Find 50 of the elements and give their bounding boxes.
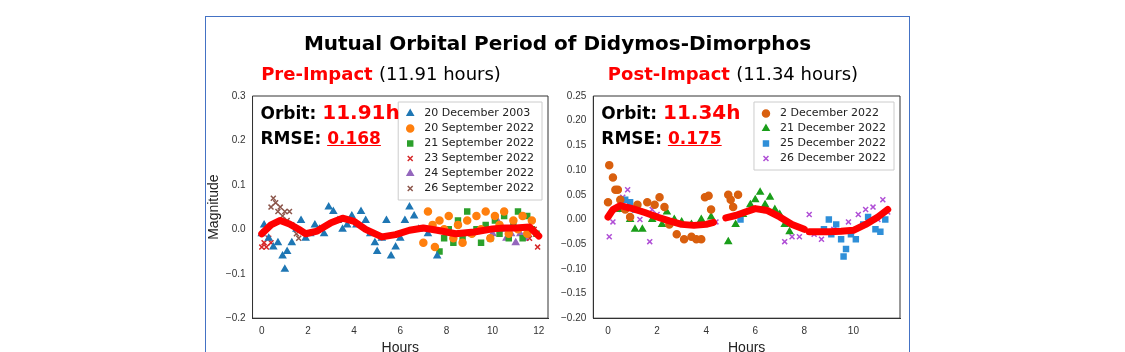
chart-subtitle: Pre-Impact (11.91 hours)	[261, 63, 501, 84]
x-tick-label: 2	[305, 324, 312, 336]
y-tick-label: −0.05	[560, 237, 587, 249]
x-axis-title: Hours	[727, 339, 766, 352]
annotation: RMSE: 0.175	[601, 128, 722, 148]
y-tick-label: 0.2	[231, 134, 246, 146]
x-tick-label: 0	[605, 324, 612, 336]
annotation: RMSE: 0.168	[260, 128, 381, 148]
x-tick-label: 4	[351, 324, 358, 336]
y-tick-label: 0.25	[566, 89, 587, 101]
legend-label: 21 December 2022	[779, 121, 887, 135]
y-tick-label: 0.3	[231, 89, 246, 101]
x-tick-label: 12	[533, 324, 545, 336]
y-tick-label: 0.05	[566, 188, 587, 200]
legend-label: 26 December 2022	[779, 151, 887, 165]
x-tick-label: 6	[397, 324, 404, 336]
legend-label: 20 September 2022	[424, 121, 535, 135]
x-tick-label: 8	[801, 324, 808, 336]
legend-label: 20 December 2003	[424, 106, 531, 120]
y-tick-label: 0.00	[566, 213, 587, 225]
annotation: Orbit: 11.91h	[260, 100, 400, 124]
x-tick-label: 0	[258, 324, 265, 336]
y-tick-label: 0.15	[566, 139, 587, 151]
legend-label: 2 December 2022	[779, 106, 880, 120]
legend-label: 21 September 2022	[424, 136, 535, 150]
y-tick-label: 0.20	[566, 114, 587, 126]
y-tick-label: −0.20	[560, 311, 587, 323]
y-tick-label: −0.15	[560, 287, 587, 299]
x-axis-title: Hours	[381, 339, 419, 352]
x-tick-label: 4	[703, 324, 710, 336]
legend-label: 26 September 2022	[424, 181, 535, 195]
legend-label: 23 September 2022	[424, 151, 535, 165]
y-tick-label: 0.0	[231, 223, 246, 235]
y-tick-label: −0.2	[225, 311, 246, 323]
y-tick-label: −0.1	[225, 267, 246, 279]
chart-subtitle: Post-Impact (11.34 hours)	[607, 63, 859, 84]
y-tick-label: −0.10	[560, 262, 587, 274]
legend-label: 24 September 2022	[424, 166, 535, 180]
x-tick-label: 2	[654, 324, 661, 336]
x-tick-label: 8	[443, 324, 450, 336]
y-tick-label: 0.10	[566, 163, 587, 175]
x-tick-label: 10	[487, 324, 499, 336]
x-tick-label: 6	[752, 324, 759, 336]
frame: Mutual Orbital Period of Didymos-Dimorphos Pre-Impact (11.91 hours) Hours Magnitude 0 2 4 6 8 10 12 −0.2 −0.1 0.0 0.1 0.2 0.3 20 December 2003 20 September 2022 21 September 2022 23 September 2022 24 September 2022 26 September 2022 Orbit: 11.91h RMSE: 0.168 Post-Impact (11.34 hours) Hours 0 2 4 6 8 10 −0.20 −0.15 −0.10 −0.05 0.00 0.05 0.10 0.15 0.20 0.25 2 December 2022 21 December 2022 25 December 2022 26 December 2022 Orbit: 11.34h RMSE: 0.175	[205, 16, 910, 352]
y-axis-title: Magnitude	[205, 174, 222, 240]
x-tick-label: 10	[847, 324, 860, 336]
legend-label: 25 December 2022	[779, 136, 887, 150]
y-tick-label: 0.1	[231, 178, 246, 190]
chart-title: Mutual Orbital Period of Didymos-Dimorphos	[302, 31, 813, 57]
annotation: Orbit: 11.34h	[601, 100, 741, 124]
